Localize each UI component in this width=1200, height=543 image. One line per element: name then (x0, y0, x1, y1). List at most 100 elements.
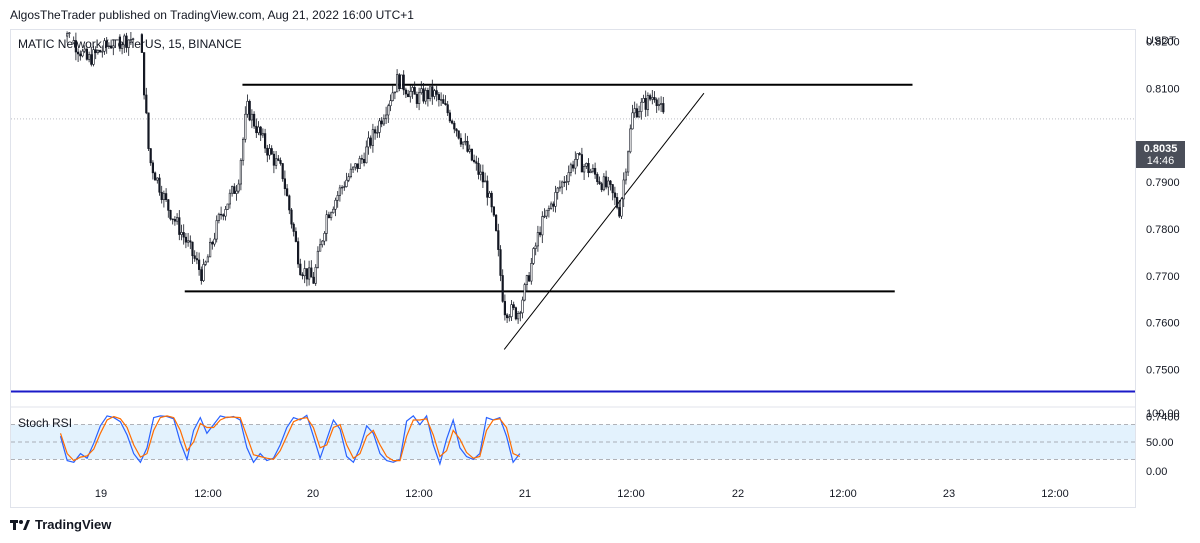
candle-body (103, 40, 106, 52)
candle (154, 171, 157, 181)
candle-body (200, 269, 203, 281)
candle (631, 104, 634, 130)
candle-body (231, 186, 234, 194)
candle (466, 135, 469, 153)
candle (318, 238, 322, 252)
chart-frame (10, 29, 1136, 508)
candle-body (558, 186, 561, 189)
candle (574, 151, 577, 175)
candle-body (349, 168, 353, 178)
time-axis-label: 12:00 (617, 488, 645, 500)
candle (263, 128, 267, 153)
candle (530, 258, 533, 285)
last-price-badge: 0.8035 14:46 (1136, 141, 1185, 168)
time-axis-label: 22 (732, 488, 744, 500)
candle (171, 218, 174, 225)
candle-body (312, 276, 315, 284)
candle (505, 313, 509, 324)
candle-body (343, 186, 346, 188)
candle-body (466, 140, 469, 152)
candle (481, 164, 485, 189)
candle-body (362, 159, 366, 164)
candle-body (613, 192, 616, 198)
candle-body (600, 183, 603, 191)
candle-body (74, 40, 77, 53)
candle-body (591, 168, 594, 172)
candle-body (400, 74, 403, 90)
tradingview-logo-icon (10, 519, 30, 530)
candle (492, 206, 496, 217)
candle (296, 237, 300, 268)
candle (653, 91, 656, 103)
candle (226, 203, 229, 210)
candle (242, 137, 245, 166)
candle-body (453, 122, 456, 130)
candle-body (92, 49, 95, 65)
candle (554, 185, 557, 213)
candle (257, 121, 260, 136)
candle-body (433, 90, 436, 97)
time-axis-label: 20 (307, 488, 319, 500)
price-axis-label: 0.7800 (1146, 224, 1180, 236)
candle (402, 70, 405, 96)
candle (589, 168, 592, 174)
candle (483, 172, 487, 183)
candle-body (422, 88, 425, 102)
candle (299, 258, 302, 276)
candle-body (538, 232, 542, 236)
candle (195, 251, 199, 265)
candle-body (255, 125, 258, 134)
candle-body (224, 209, 227, 217)
candle (217, 212, 221, 224)
candle-body (541, 216, 544, 236)
candle (534, 242, 537, 256)
candle-body (169, 210, 172, 220)
candle-body (121, 44, 124, 49)
candle (268, 144, 271, 160)
candle-body (435, 90, 438, 95)
stoch-rsi-axis-label: 50.00 (1146, 437, 1174, 449)
candle (587, 158, 590, 178)
candle (470, 148, 474, 162)
candle-body (571, 164, 575, 169)
candle (607, 176, 610, 196)
candle-body (426, 90, 430, 100)
bar-countdown: 14:46 (1146, 155, 1175, 167)
candle-body (501, 275, 504, 302)
candle (182, 224, 185, 245)
candle-body (151, 162, 155, 174)
candle (325, 210, 328, 242)
candle (569, 162, 572, 177)
candle (393, 91, 397, 100)
candle-body (530, 263, 533, 282)
time-axis-label: 23 (943, 488, 955, 500)
candle-body (277, 158, 280, 161)
candle-body (585, 163, 588, 167)
candle (206, 254, 210, 263)
candle (354, 163, 357, 171)
candle-body (68, 32, 71, 35)
candle (215, 215, 218, 243)
candle (659, 96, 663, 113)
candle-body (167, 199, 170, 211)
candle (193, 250, 196, 262)
candle-body (268, 148, 271, 156)
candle-body (202, 264, 205, 281)
tradingview-brand[interactable]: TradingView (10, 517, 111, 532)
candle-body (294, 231, 298, 242)
candle (162, 190, 166, 208)
candle-body (409, 91, 412, 98)
time-axis-label: 12:00 (194, 488, 222, 500)
candle-body (604, 176, 608, 188)
candle-body (213, 238, 216, 245)
candle (523, 282, 526, 302)
candle (343, 181, 346, 191)
candle-body (72, 40, 75, 44)
candle (406, 89, 410, 98)
candle-body (536, 232, 539, 247)
candle (411, 84, 414, 99)
candle (472, 154, 476, 164)
candle-body (580, 154, 583, 173)
candle-body (180, 232, 183, 235)
